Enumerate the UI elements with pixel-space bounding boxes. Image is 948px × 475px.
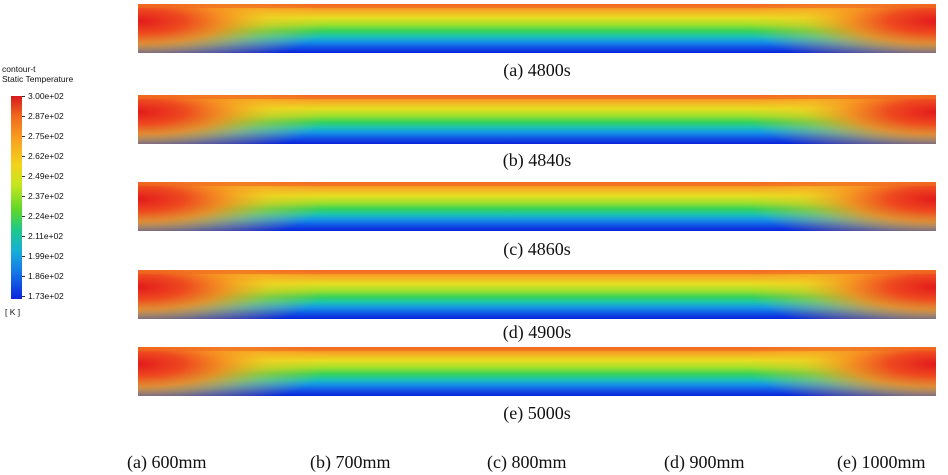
panel-caption: (e) 5000s (503, 403, 571, 423)
legend-tick-mark (22, 136, 25, 137)
bottom-caption: (d) 900mm (664, 452, 745, 472)
bottom-caption: (e) 1000mm (837, 452, 926, 472)
legend-tick-label: 3.00e+02 (28, 91, 64, 101)
legend-unit: [ K ] (5, 307, 21, 317)
legend-tick-label: 2.62e+02 (28, 151, 64, 161)
legend-tick-mark (22, 256, 25, 257)
legend-tick-label: 2.87e+02 (28, 111, 64, 121)
bottom-caption: (a) 600mm (127, 452, 207, 472)
temperature-contour-panel (138, 347, 936, 396)
temperature-legend: contour-t Static Temperature 3.00e+02 2.8… (2, 64, 102, 324)
legend-tick-mark (22, 96, 25, 97)
legend-title-line2: Static Temperature (2, 74, 74, 84)
legend-tick-mark (22, 236, 25, 237)
legend-tick-label: 2.75e+02 (28, 131, 64, 141)
legend-tick-mark (22, 296, 25, 297)
panel-caption: (a) 4800s (503, 60, 571, 80)
legend-tick-mark (22, 276, 25, 277)
panel-caption: (b) 4840s (502, 150, 572, 170)
temperature-contour-panel (138, 4, 936, 53)
panel-caption: (d) 4900s (502, 322, 572, 342)
temperature-contour-panel (138, 182, 936, 231)
temperature-contour-panel (138, 95, 936, 144)
legend-title-line1: contour-t (2, 64, 36, 74)
legend-tick-label: 1.73e+02 (28, 291, 64, 301)
legend-title: contour-t Static Temperature (2, 64, 102, 84)
legend-tick-mark (22, 116, 25, 117)
legend-tick-label: 1.99e+02 (28, 251, 64, 261)
legend-tick-label: 2.37e+02 (28, 191, 64, 201)
panel-caption: (c) 4860s (503, 239, 571, 259)
temperature-contour-panel (138, 270, 936, 319)
colorbar (11, 96, 22, 299)
legend-tick-label: 1.86e+02 (28, 271, 64, 281)
legend-tick-mark (22, 196, 25, 197)
legend-tick-mark (22, 176, 25, 177)
legend-tick-label: 2.49e+02 (28, 171, 64, 181)
bottom-caption: (c) 800mm (487, 452, 567, 472)
bottom-caption: (b) 700mm (310, 452, 391, 472)
legend-tick-label: 2.24e+02 (28, 211, 64, 221)
legend-tick-mark (22, 156, 25, 157)
legend-tick-mark (22, 216, 25, 217)
legend-tick-label: 2.11e+02 (28, 231, 64, 241)
